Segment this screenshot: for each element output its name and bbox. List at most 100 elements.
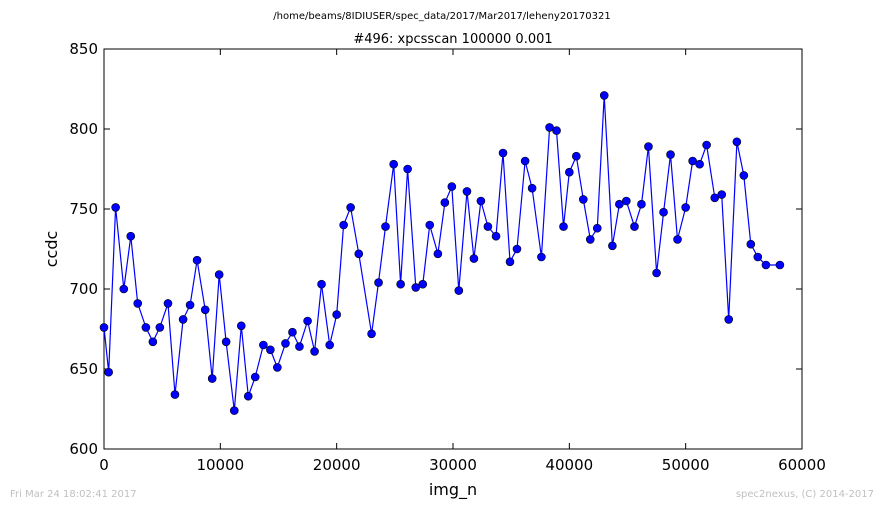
data-point [295,342,304,351]
data-point [462,187,472,196]
data-point [148,337,158,347]
suptitle: /home/beams/8IDIUSER/spec_data/2017/Mar2… [273,11,610,22]
data-point [141,323,151,332]
axis-ticks: 0 10000 20000 30000 40000 50000 60000 600 650 700… [69,40,826,474]
data-point [512,244,522,254]
data-point [447,182,457,191]
data-point [126,231,136,241]
footer-timestamp: Fri Mar 24 18:02:41 2017 [10,489,137,500]
data-point [332,310,341,319]
data-point [346,203,355,212]
data-point [259,340,268,350]
data-point [537,252,546,262]
data-point [229,406,239,415]
data-point [599,91,609,100]
x-tick-label: 60000 [778,456,826,474]
data-point [99,323,109,332]
data-point [498,148,508,158]
data-point [236,321,246,331]
data-point [339,220,348,230]
data-point [702,140,711,150]
data-point [207,374,217,383]
data-point [592,223,602,233]
data-point [572,151,581,161]
x-tick-label: 20000 [313,456,361,474]
data-point [214,270,224,279]
y-tick-label: 600 [69,440,98,458]
data-point [411,283,421,292]
series-line [103,95,780,411]
data-point [476,196,486,206]
data-point [433,249,443,259]
data-point [483,222,493,231]
data-point [688,156,697,166]
y-tick-label: 800 [69,120,98,138]
x-tick-label: 50000 [662,456,710,474]
data-point [710,193,720,203]
data-point [505,257,515,267]
data-point [695,159,704,169]
data-point [491,231,501,241]
chart-title: #496: xpcsscan 100000 0.001 [353,32,552,47]
data-point [185,300,195,310]
y-tick-label: 650 [69,360,98,378]
data-point [381,222,390,231]
data-point [578,195,588,204]
data-point [630,222,639,231]
footer-credit: spec2nexus, (C) 2014-2017 [735,489,874,500]
data-point [454,286,464,295]
data-point [243,391,253,401]
data-point [527,183,537,193]
data-point [104,367,113,377]
data-point [310,347,319,356]
data-point [637,199,646,209]
data-point [739,171,749,180]
data-point [170,390,180,399]
data-point [273,363,282,372]
data-points [99,91,785,415]
data-point [673,235,682,244]
data-point [288,327,297,337]
data-point [325,340,334,350]
data-point [615,199,624,209]
data-point [775,260,785,270]
data-point [221,337,231,347]
data-point [717,190,727,199]
data-point [469,254,479,263]
data-point [192,255,202,265]
data-point [163,299,173,308]
data-point [317,279,326,289]
data-point [266,345,275,355]
data-point [666,150,675,159]
data-point [281,339,290,348]
x-tick-label: 40000 [545,456,593,474]
y-tick-label: 700 [69,280,98,298]
data-point [303,316,312,326]
data-point [585,235,595,244]
y-tick-label: 750 [69,200,98,218]
data-point [389,159,398,169]
x-tick-label: 10000 [196,456,244,474]
data-point [200,305,210,315]
x-tick-label: 0 [99,456,109,474]
data-point [155,323,165,332]
data-point [652,268,661,278]
data-point [552,126,561,135]
data-point [565,167,574,177]
data-point [644,142,653,151]
data-point [374,278,383,287]
data-point [403,164,412,174]
data-point [608,241,617,251]
data-point [659,207,668,217]
plot-frame [103,48,803,450]
x-tick-label: 30000 [429,456,477,474]
data-point [418,279,428,289]
data-point [753,252,763,262]
data-point [425,220,435,230]
data-point [520,156,530,166]
data-point [119,284,129,294]
data-point [440,198,450,207]
data-point [732,137,742,147]
data-point [111,203,120,212]
